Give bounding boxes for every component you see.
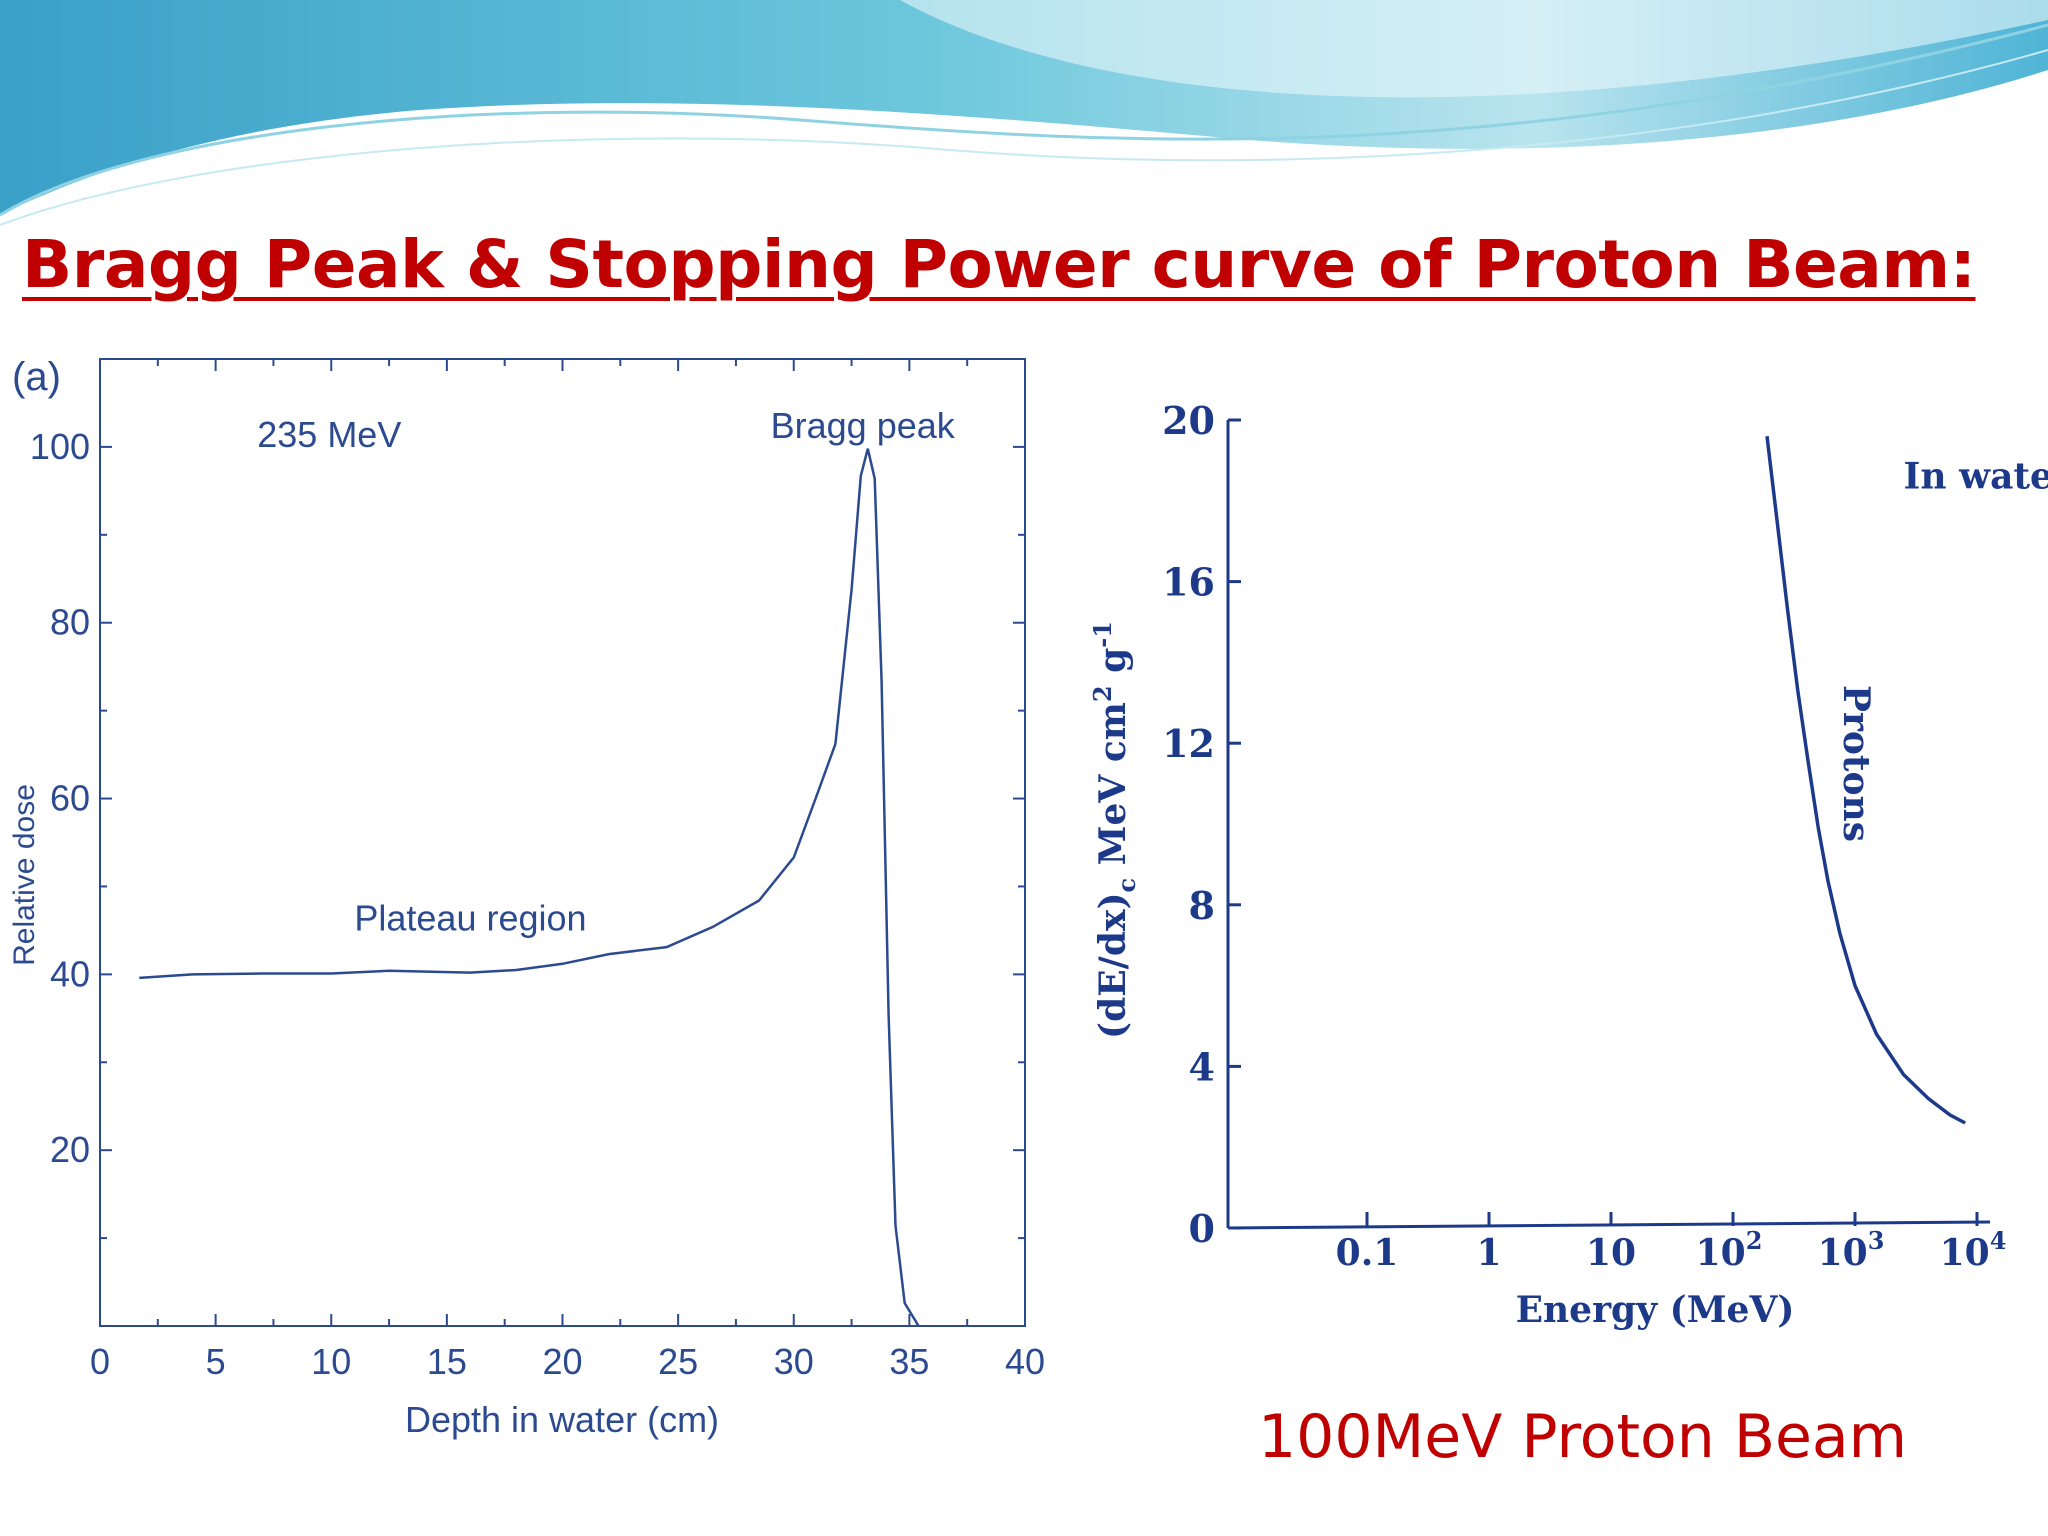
y-tick-label: 4	[1189, 1044, 1215, 1089]
y-axis-label: (dE/dx)c MeV cm2 g-1	[1088, 621, 1141, 1039]
panel-label: (a)	[12, 355, 61, 399]
annotations: 235 MeV Bragg peak Plateau region	[257, 405, 956, 938]
tick-marks	[1228, 418, 1979, 1230]
x-tick-labels: 0 5 10 15 20 25 30 35 40	[90, 1341, 1045, 1382]
y-axis-label: Relative dose	[8, 784, 41, 966]
slide-title: Bragg Peak & Stopping Power curve of Pro…	[22, 226, 1976, 303]
y-tick-labels: 0 4 8 12 16 20	[1162, 398, 1215, 1251]
y-tick-label: 16	[1162, 560, 1215, 605]
x-tick-label: 0.1	[1336, 1232, 1399, 1274]
x-tick-label: 103	[1818, 1226, 1885, 1274]
bragg-peak-chart: (a) 0 5 10 15 20 25 30 35 40 20 40 60 80 100 235 MeV…	[8, 355, 1045, 1440]
x-axis-label: Depth in water (cm)	[405, 1399, 719, 1440]
x-tick-label: 30	[774, 1341, 814, 1382]
annotation-label: Bragg peak	[771, 405, 956, 446]
x-tick-label: 40	[1005, 1341, 1045, 1382]
tick-marks	[99, 359, 1026, 1326]
y-tick-labels: 20 40 60 80 100	[30, 426, 90, 1170]
annotations: In water Protons	[1835, 456, 2048, 842]
annotation-label: 235 MeV	[257, 414, 401, 455]
x-tick-label: 20	[542, 1341, 582, 1382]
x-tick-label: 25	[658, 1341, 698, 1382]
y-tick-label: 60	[50, 778, 90, 819]
y-tick-label: 20	[50, 1129, 90, 1170]
x-tick-label: 5	[206, 1341, 226, 1382]
x-tick-label: 104	[1940, 1226, 2007, 1274]
protons-curve-line	[1765, 435, 1967, 1125]
x-axis-label: Energy (MeV)	[1516, 1289, 1795, 1331]
x-tick-label: 10	[1586, 1232, 1636, 1274]
x-tick-label: 10	[311, 1341, 351, 1382]
header-wave-decoration	[0, 0, 2048, 226]
x-tick-label: 1	[1476, 1232, 1501, 1274]
x-tick-label: 15	[427, 1341, 467, 1382]
y-tick-label: 8	[1189, 883, 1215, 928]
y-tick-label: 80	[50, 602, 90, 643]
annotation-label: Plateau region	[354, 897, 586, 938]
svg-text:(dE/dx)c MeV cm2 g-1: (dE/dx)c MeV cm2 g-1	[1088, 621, 1141, 1039]
x-tick-label: 35	[889, 1341, 929, 1382]
y-tick-label: 100	[30, 426, 90, 467]
x-tick-labels: 0.1 1 10 102 103 104	[1336, 1226, 2007, 1274]
y-tick-label: 20	[1162, 398, 1215, 443]
plot-frame	[99, 358, 1026, 1327]
x-tick-label: 102	[1696, 1226, 1763, 1274]
y-tick-label: 12	[1162, 721, 1215, 766]
annotation-in-water: In water	[1904, 456, 2048, 498]
chart-caption: 100MeV Proton Beam	[1258, 1402, 1908, 1472]
dose-curve-line	[139, 448, 920, 1327]
x-axis-line	[1227, 1220, 1991, 1230]
y-tick-label: 0	[1189, 1206, 1215, 1251]
annotation-protons: Protons	[1835, 685, 1877, 842]
y-tick-label: 40	[50, 953, 90, 994]
x-tick-label: 0	[90, 1341, 110, 1382]
stopping-power-chart: 0.1 1 10 102 103 104 0 4 8 12 16 20 In water Proton…	[1088, 398, 2048, 1331]
